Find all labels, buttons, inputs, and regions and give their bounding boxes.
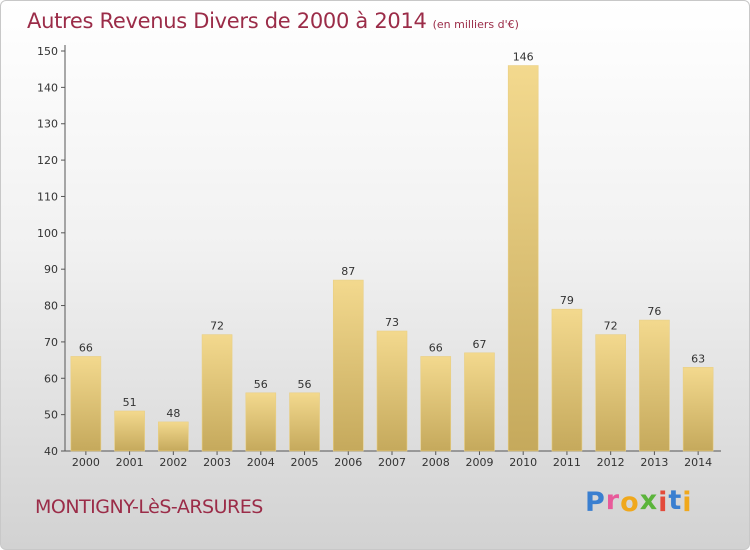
data-label-2008: 66 — [429, 341, 443, 354]
y-tick-label: 60 — [44, 372, 58, 385]
bar-2006 — [332, 279, 364, 452]
proxiti-logo: Proxiti — [585, 485, 693, 518]
y-tick-label: 70 — [44, 336, 58, 349]
bar-2002 — [158, 421, 189, 452]
y-tick-label: 130 — [37, 118, 58, 131]
data-label-2014: 63 — [691, 352, 705, 365]
chart-unit: (en milliers d'€) — [432, 18, 519, 31]
chart-title-text: Autres Revenus Divers de 2000 à 2014 — [27, 9, 427, 33]
logo-letter: x — [639, 485, 659, 516]
y-tick-label: 50 — [44, 409, 58, 422]
x-tick-label: 2007 — [378, 456, 406, 469]
data-label-2000: 66 — [79, 341, 93, 354]
bar-2014 — [682, 367, 714, 452]
x-tick-label: 2013 — [640, 456, 668, 469]
logo-letter: t — [668, 485, 683, 516]
data-label-2010: 146 — [513, 51, 534, 64]
x-tick-label: 2008 — [422, 456, 450, 469]
bar-2007 — [376, 330, 408, 452]
data-label-2005: 56 — [298, 378, 312, 391]
data-label-2001: 51 — [123, 396, 137, 409]
x-tick-label: 2003 — [203, 456, 231, 469]
x-tick-label: 2005 — [291, 456, 319, 469]
logo-letter: i — [682, 487, 693, 518]
bar-2008 — [420, 356, 452, 452]
bar-2011 — [551, 308, 583, 452]
bar-2003 — [201, 334, 233, 452]
bar-2001 — [114, 410, 145, 452]
bar-2010 — [507, 65, 539, 452]
bar-2013 — [639, 319, 670, 452]
data-label-2013: 76 — [647, 305, 661, 318]
x-tick-label: 2009 — [465, 456, 493, 469]
bar-2004 — [245, 392, 277, 452]
bar-2000 — [70, 356, 102, 452]
y-tick-label: 80 — [44, 300, 58, 313]
y-tick-label: 40 — [44, 445, 58, 458]
y-tick-label: 150 — [37, 45, 58, 58]
chart-title: Autres Revenus Divers de 2000 à 2014 (en … — [27, 9, 519, 33]
data-label-2004: 56 — [254, 378, 268, 391]
bar-2009 — [464, 352, 495, 452]
x-tick-label: 2011 — [553, 456, 581, 469]
bar-2005 — [289, 392, 320, 452]
logo-letter: P — [585, 487, 606, 518]
y-tick-label: 120 — [37, 154, 58, 167]
logo-letter: r — [605, 485, 621, 516]
data-label-2003: 72 — [210, 320, 224, 333]
x-tick-label: 2010 — [509, 456, 537, 469]
data-label-2007: 73 — [385, 316, 399, 329]
y-tick-label: 110 — [37, 190, 58, 203]
data-label-2009: 67 — [472, 338, 486, 351]
x-tick-label: 2004 — [247, 456, 275, 469]
bar-2012 — [595, 334, 626, 452]
data-label-2002: 48 — [166, 407, 180, 420]
y-tick-label: 100 — [37, 227, 58, 240]
logo-letter: o — [620, 487, 640, 518]
data-label-2012: 72 — [604, 320, 618, 333]
logo-letter: i — [658, 487, 669, 518]
y-tick-label: 90 — [44, 263, 58, 276]
x-tick-label: 2000 — [72, 456, 100, 469]
data-label-2011: 79 — [560, 294, 574, 307]
x-tick-label: 2012 — [597, 456, 625, 469]
data-label-2006: 87 — [341, 265, 355, 278]
x-tick-label: 2014 — [684, 456, 712, 469]
y-tick-label: 140 — [37, 81, 58, 94]
x-tick-label: 2006 — [334, 456, 362, 469]
place-name: MONTIGNY-LèS-ARSURES — [35, 496, 263, 518]
x-tick-label: 2002 — [159, 456, 187, 469]
x-tick-label: 2001 — [116, 456, 144, 469]
